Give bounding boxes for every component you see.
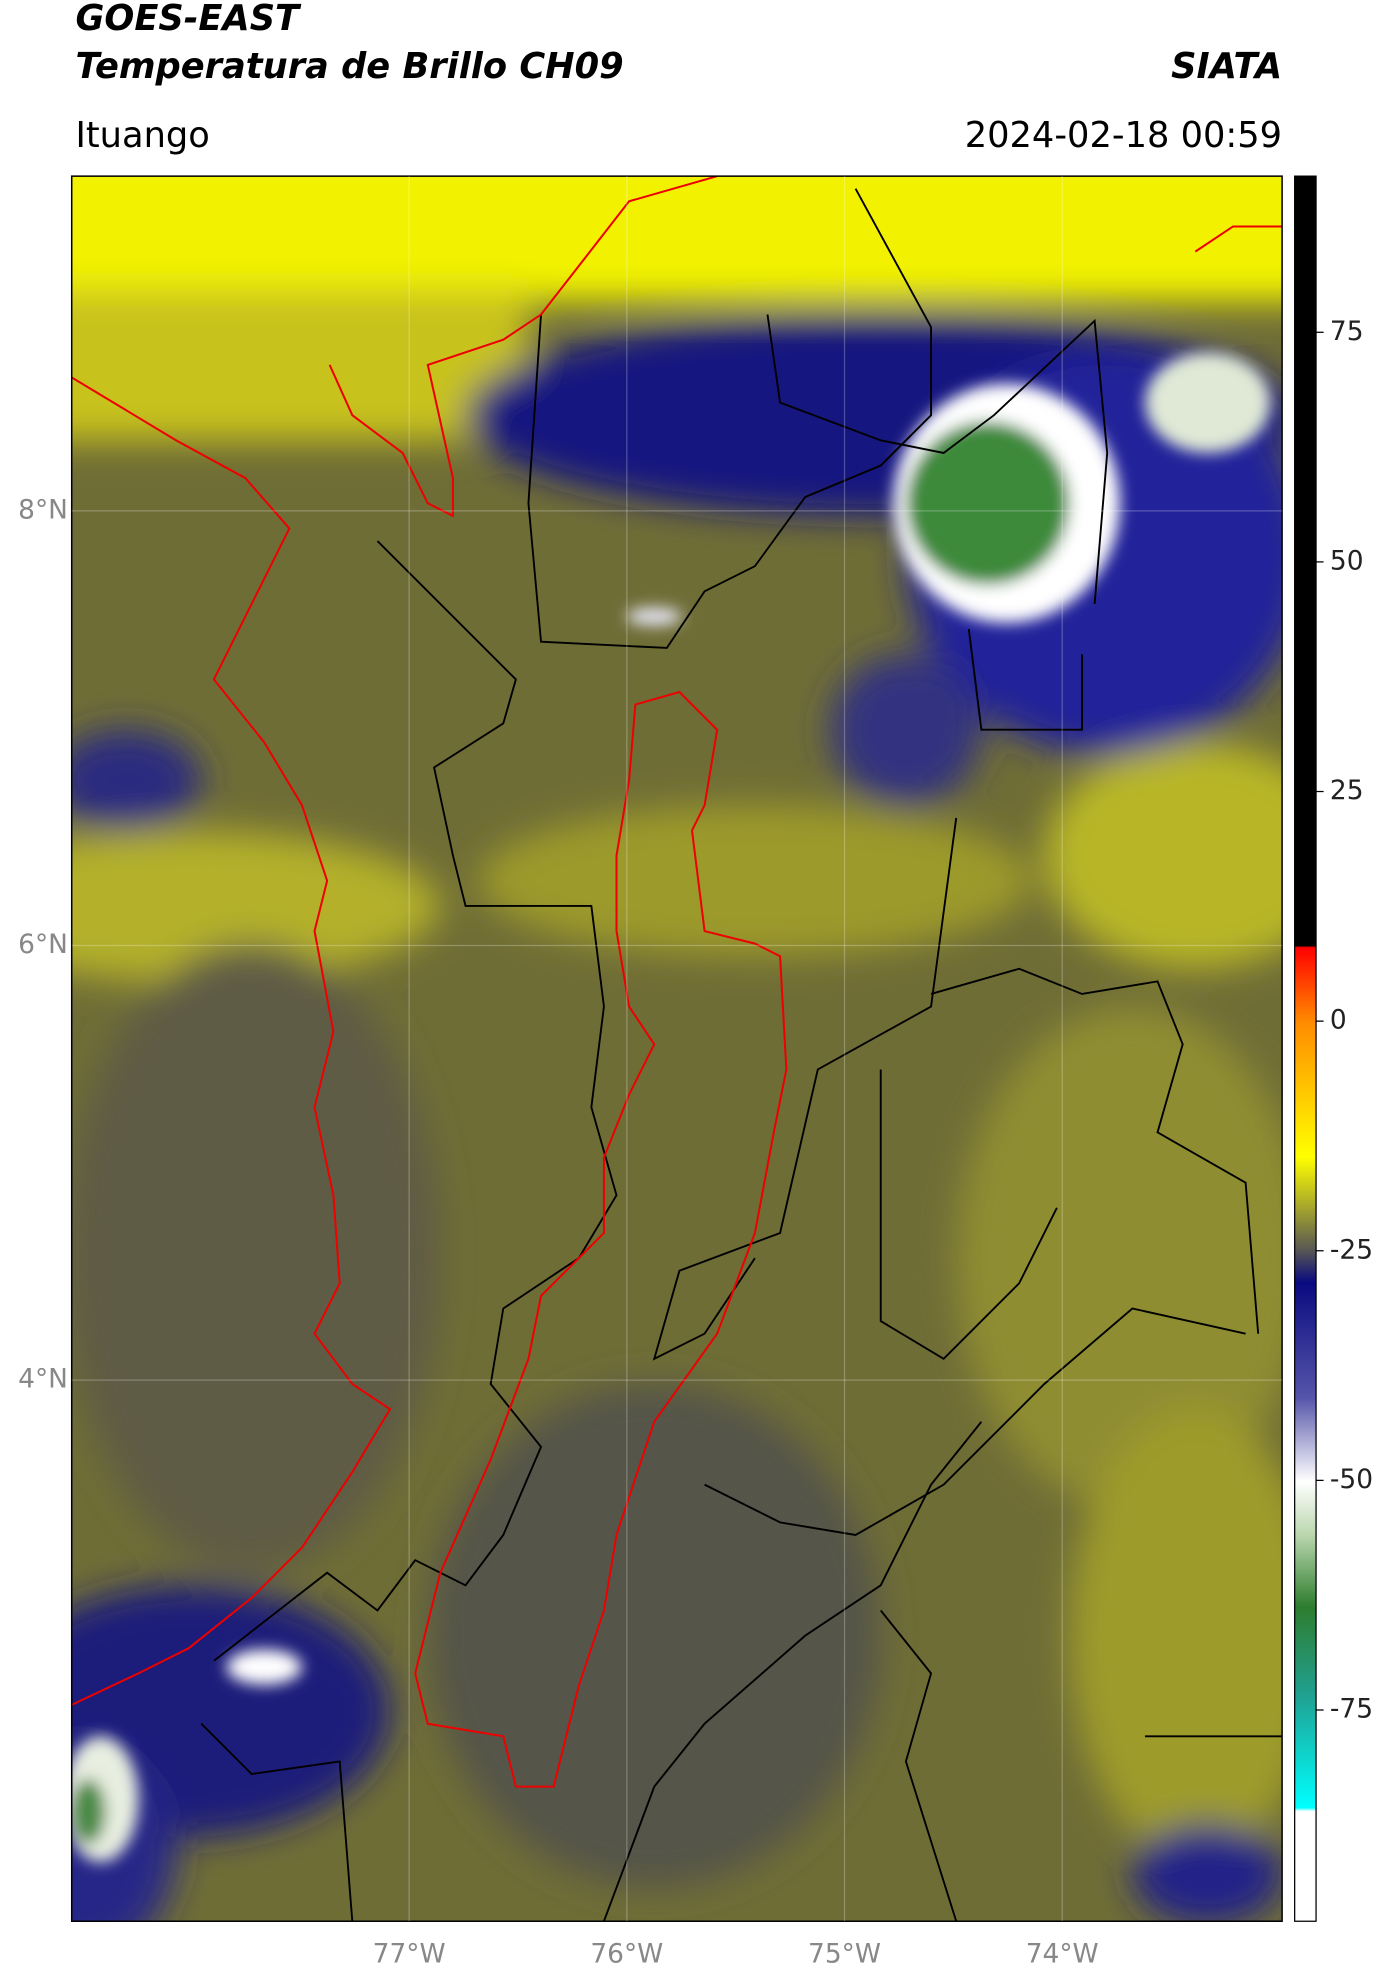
colorbar-label: -75 bbox=[1330, 1693, 1373, 1724]
lat-label: 6°N bbox=[18, 929, 68, 960]
lat-label: 4°N bbox=[18, 1364, 68, 1395]
subtitle: Temperatura de Brillo CH09 bbox=[75, 46, 623, 87]
region-outline bbox=[71, 176, 1283, 1788]
title: GOES-EAST bbox=[75, 0, 302, 39]
colorbar-label: 50 bbox=[1330, 545, 1364, 576]
lon-label: 75°W bbox=[808, 1939, 881, 1970]
colorbar-label: -25 bbox=[1330, 1234, 1373, 1265]
map-frame bbox=[70, 175, 1283, 1922]
location: Ituango bbox=[75, 115, 209, 156]
colorbar-label: 25 bbox=[1330, 775, 1364, 806]
colorbar-label: 75 bbox=[1330, 316, 1364, 347]
colorbar-label: 0 bbox=[1330, 1005, 1347, 1036]
org: SIATA bbox=[1171, 46, 1282, 87]
satellite-image bbox=[71, 176, 1283, 1922]
colorbar-label: -50 bbox=[1330, 1464, 1373, 1495]
borders bbox=[200, 188, 1283, 1922]
lon-label: 77°W bbox=[373, 1939, 446, 1970]
lat-label: 8°N bbox=[18, 494, 68, 525]
lon-label: 76°W bbox=[590, 1939, 663, 1970]
colorbar bbox=[1294, 175, 1317, 1922]
lon-label: 74°W bbox=[1026, 1939, 1099, 1970]
datetime: 2024-02-18 00:59 bbox=[965, 115, 1282, 156]
